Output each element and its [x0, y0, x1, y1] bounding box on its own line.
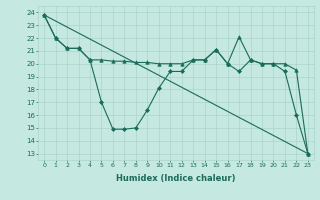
- X-axis label: Humidex (Indice chaleur): Humidex (Indice chaleur): [116, 174, 236, 183]
